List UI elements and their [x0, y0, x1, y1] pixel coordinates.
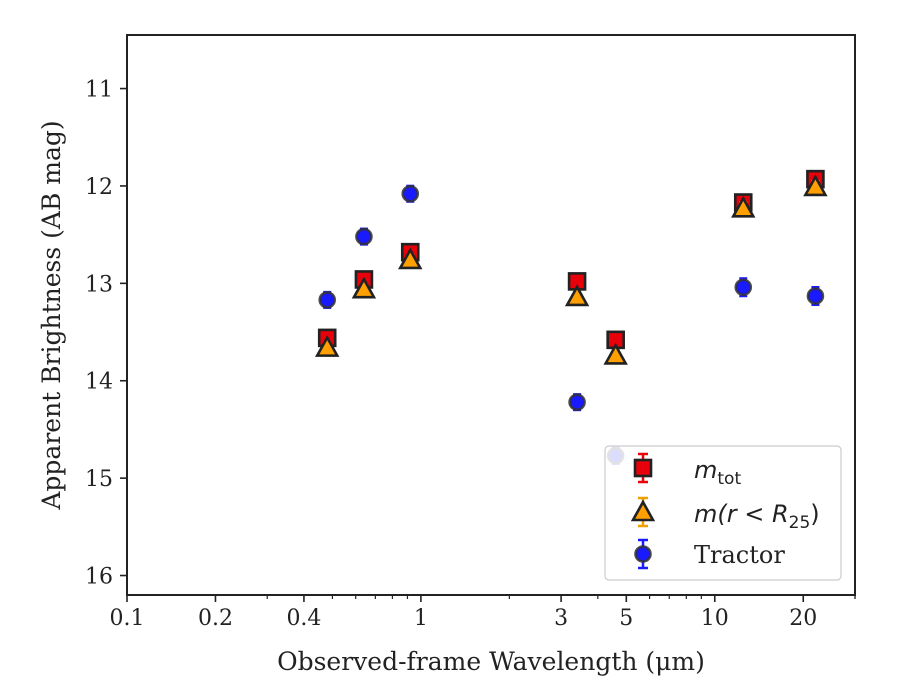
point-circle: [734, 278, 753, 297]
x-tick-label: 20: [789, 606, 817, 631]
y-tick-label: 15: [85, 467, 113, 492]
x-tick-label: 0.4: [286, 606, 321, 631]
point-triangle: [315, 334, 340, 357]
legend-label-mr25-suffix: ): [810, 500, 819, 528]
x-tick-label: 3: [554, 606, 568, 631]
legend-frame: [604, 445, 842, 581]
legend-label-mtot-sub: tot: [717, 469, 741, 489]
legend-label-mtot-main: m: [694, 456, 717, 484]
point-triangle: [351, 276, 377, 299]
y-tick-label: 13: [85, 272, 113, 297]
point-circle: [806, 287, 825, 305]
x-tick-label: 10: [701, 606, 729, 631]
x-tick-label: 0.1: [110, 606, 145, 631]
legend-label-mr25-prefix: m(r < R: [694, 500, 789, 528]
legend-label-mr25-sub: 25: [789, 513, 811, 533]
legend-label-mtot: mtot: [694, 456, 741, 489]
point-triangle: [564, 284, 590, 307]
y-axis-label: Apparent Brightness (AB mag): [37, 120, 66, 510]
point-triangle: [398, 247, 423, 270]
x-tick-label: 1: [414, 606, 428, 631]
x-tick-label: 0.2: [198, 606, 233, 631]
point-circle: [355, 227, 373, 246]
x-tick-label: 5: [619, 606, 633, 631]
legend-label-tractor: Tractor: [694, 541, 785, 569]
plot-frame: [126, 34, 856, 596]
legend-symbols: [630, 452, 656, 570]
series-triangle: [315, 174, 828, 365]
legend-marker-circle: [634, 545, 652, 563]
legend: mtot m(r < R25) Tractor: [604, 445, 842, 581]
point-circle: [568, 393, 586, 411]
y-tick-label: 16: [85, 565, 113, 590]
y-tick-label: 12: [85, 175, 113, 200]
point-circle: [401, 184, 420, 203]
point-triangle: [603, 342, 628, 365]
legend-label-mr25: m(r < R25): [694, 500, 820, 533]
legend-marker-square: [633, 458, 653, 478]
y-tick-label: 11: [85, 78, 113, 103]
point-triangle: [731, 195, 756, 218]
y-tick-label: 14: [85, 370, 113, 395]
legend-marker-triangle: [630, 499, 656, 522]
x-axis-label: Observed-frame Wavelength (μm): [277, 647, 705, 676]
point-triangle: [803, 174, 828, 197]
point-circle: [318, 291, 337, 309]
